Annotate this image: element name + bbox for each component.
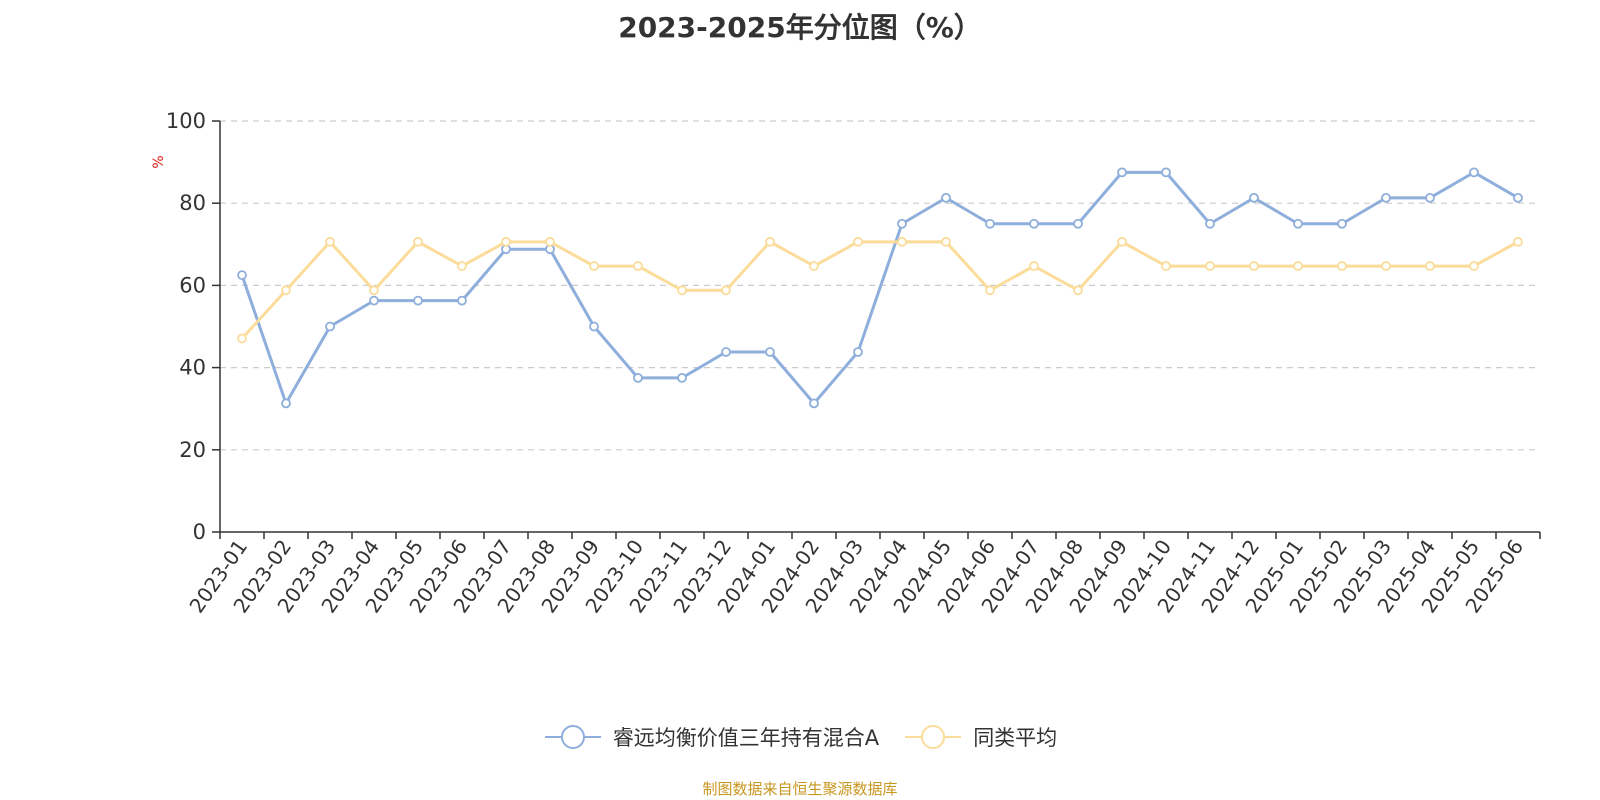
series-point-0 bbox=[721, 347, 731, 357]
source-note: 制图数据来自恒生聚源数据库 bbox=[702, 780, 898, 798]
series-point-0 bbox=[1161, 167, 1171, 178]
series-point-1 bbox=[897, 236, 907, 247]
series-point-1 bbox=[809, 261, 819, 271]
series-point-1 bbox=[765, 236, 775, 247]
series-point-0 bbox=[633, 372, 643, 383]
series-point-1 bbox=[853, 236, 863, 247]
series-point-1 bbox=[1205, 261, 1215, 271]
series-point-1 bbox=[413, 236, 423, 247]
legend-item-fund[interactable]: 睿远均衡价值三年持有混合A bbox=[543, 722, 879, 752]
series-point-0 bbox=[1293, 218, 1303, 229]
chart-title: 2023-2025年分位图（%） bbox=[618, 11, 982, 44]
series-point-0 bbox=[985, 218, 995, 229]
series-point-0 bbox=[809, 398, 819, 409]
series-point-0 bbox=[1425, 192, 1435, 203]
axes bbox=[212, 120, 1541, 539]
series-point-0 bbox=[237, 270, 247, 281]
series-point-1 bbox=[1073, 285, 1083, 296]
series-point-0 bbox=[897, 218, 907, 229]
series-point-0 bbox=[413, 295, 423, 306]
series-point-1 bbox=[1425, 261, 1435, 271]
series-point-1 bbox=[369, 285, 379, 296]
series-point-1 bbox=[1337, 261, 1347, 271]
legend-label-fund: 睿远均衡价值三年持有混合A bbox=[612, 726, 880, 750]
series-point-0 bbox=[765, 347, 775, 357]
series-point-1 bbox=[545, 236, 555, 247]
y-tick-label: 0 bbox=[193, 520, 206, 544]
series-point-0 bbox=[1249, 192, 1259, 203]
series-point-1 bbox=[677, 285, 687, 296]
series-point-0 bbox=[677, 372, 687, 383]
series-point-1 bbox=[1513, 236, 1523, 247]
series-point-1 bbox=[589, 261, 599, 271]
series-point-1 bbox=[237, 333, 247, 344]
series-point-1 bbox=[1293, 261, 1303, 271]
series-point-0 bbox=[1205, 218, 1215, 229]
series-point-1 bbox=[501, 236, 511, 247]
series-point-1 bbox=[941, 236, 951, 247]
legend-label-peer-average: 同类平均 bbox=[973, 726, 1058, 750]
series-point-1 bbox=[1161, 261, 1171, 271]
series-point-1 bbox=[325, 236, 335, 247]
y-tick-label: 60 bbox=[179, 273, 206, 297]
series-point-0 bbox=[1073, 218, 1083, 229]
series-point-1 bbox=[985, 285, 995, 296]
series-point-0 bbox=[1117, 167, 1127, 178]
series-point-1 bbox=[633, 261, 643, 271]
series-point-0 bbox=[941, 192, 951, 203]
series-point-1 bbox=[1469, 261, 1479, 271]
tick-labels: 020406080100%2023-012023-022023-032023-0… bbox=[151, 109, 1528, 617]
y-tick-label: 100 bbox=[166, 109, 206, 133]
series-point-0 bbox=[853, 347, 863, 357]
series-point-1 bbox=[1381, 261, 1391, 271]
legend-marker-peer-average bbox=[905, 725, 962, 749]
series-point-0 bbox=[457, 295, 467, 306]
series-point-0 bbox=[1469, 167, 1479, 178]
series-point-1 bbox=[281, 285, 291, 296]
series-point-0 bbox=[1513, 192, 1523, 203]
series-point-1 bbox=[457, 261, 467, 271]
series-point-0 bbox=[1381, 192, 1391, 203]
series-point-0 bbox=[369, 295, 379, 306]
y-tick-label: 20 bbox=[179, 438, 206, 462]
series-point-1 bbox=[721, 285, 731, 296]
series-lines bbox=[237, 167, 1523, 409]
legend-item-peer-average[interactable]: 同类平均 bbox=[903, 722, 1057, 752]
series-line-0 bbox=[240, 170, 1519, 405]
legend: 睿远均衡价值三年持有混合A 同类平均 bbox=[0, 722, 1600, 752]
series-point-0 bbox=[1029, 218, 1039, 229]
y-axis-unit-label: % bbox=[151, 155, 167, 168]
series-point-0 bbox=[325, 321, 335, 332]
series-point-0 bbox=[281, 398, 291, 409]
y-tick-label: 80 bbox=[179, 191, 206, 215]
series-point-1 bbox=[1249, 261, 1259, 271]
series-line-1 bbox=[240, 240, 1519, 340]
legend-marker-fund bbox=[544, 725, 601, 749]
series-point-0 bbox=[589, 321, 599, 332]
series-point-1 bbox=[1029, 261, 1039, 271]
series-point-0 bbox=[1337, 218, 1347, 229]
y-tick-label: 40 bbox=[179, 356, 206, 380]
series-point-1 bbox=[1117, 236, 1127, 247]
